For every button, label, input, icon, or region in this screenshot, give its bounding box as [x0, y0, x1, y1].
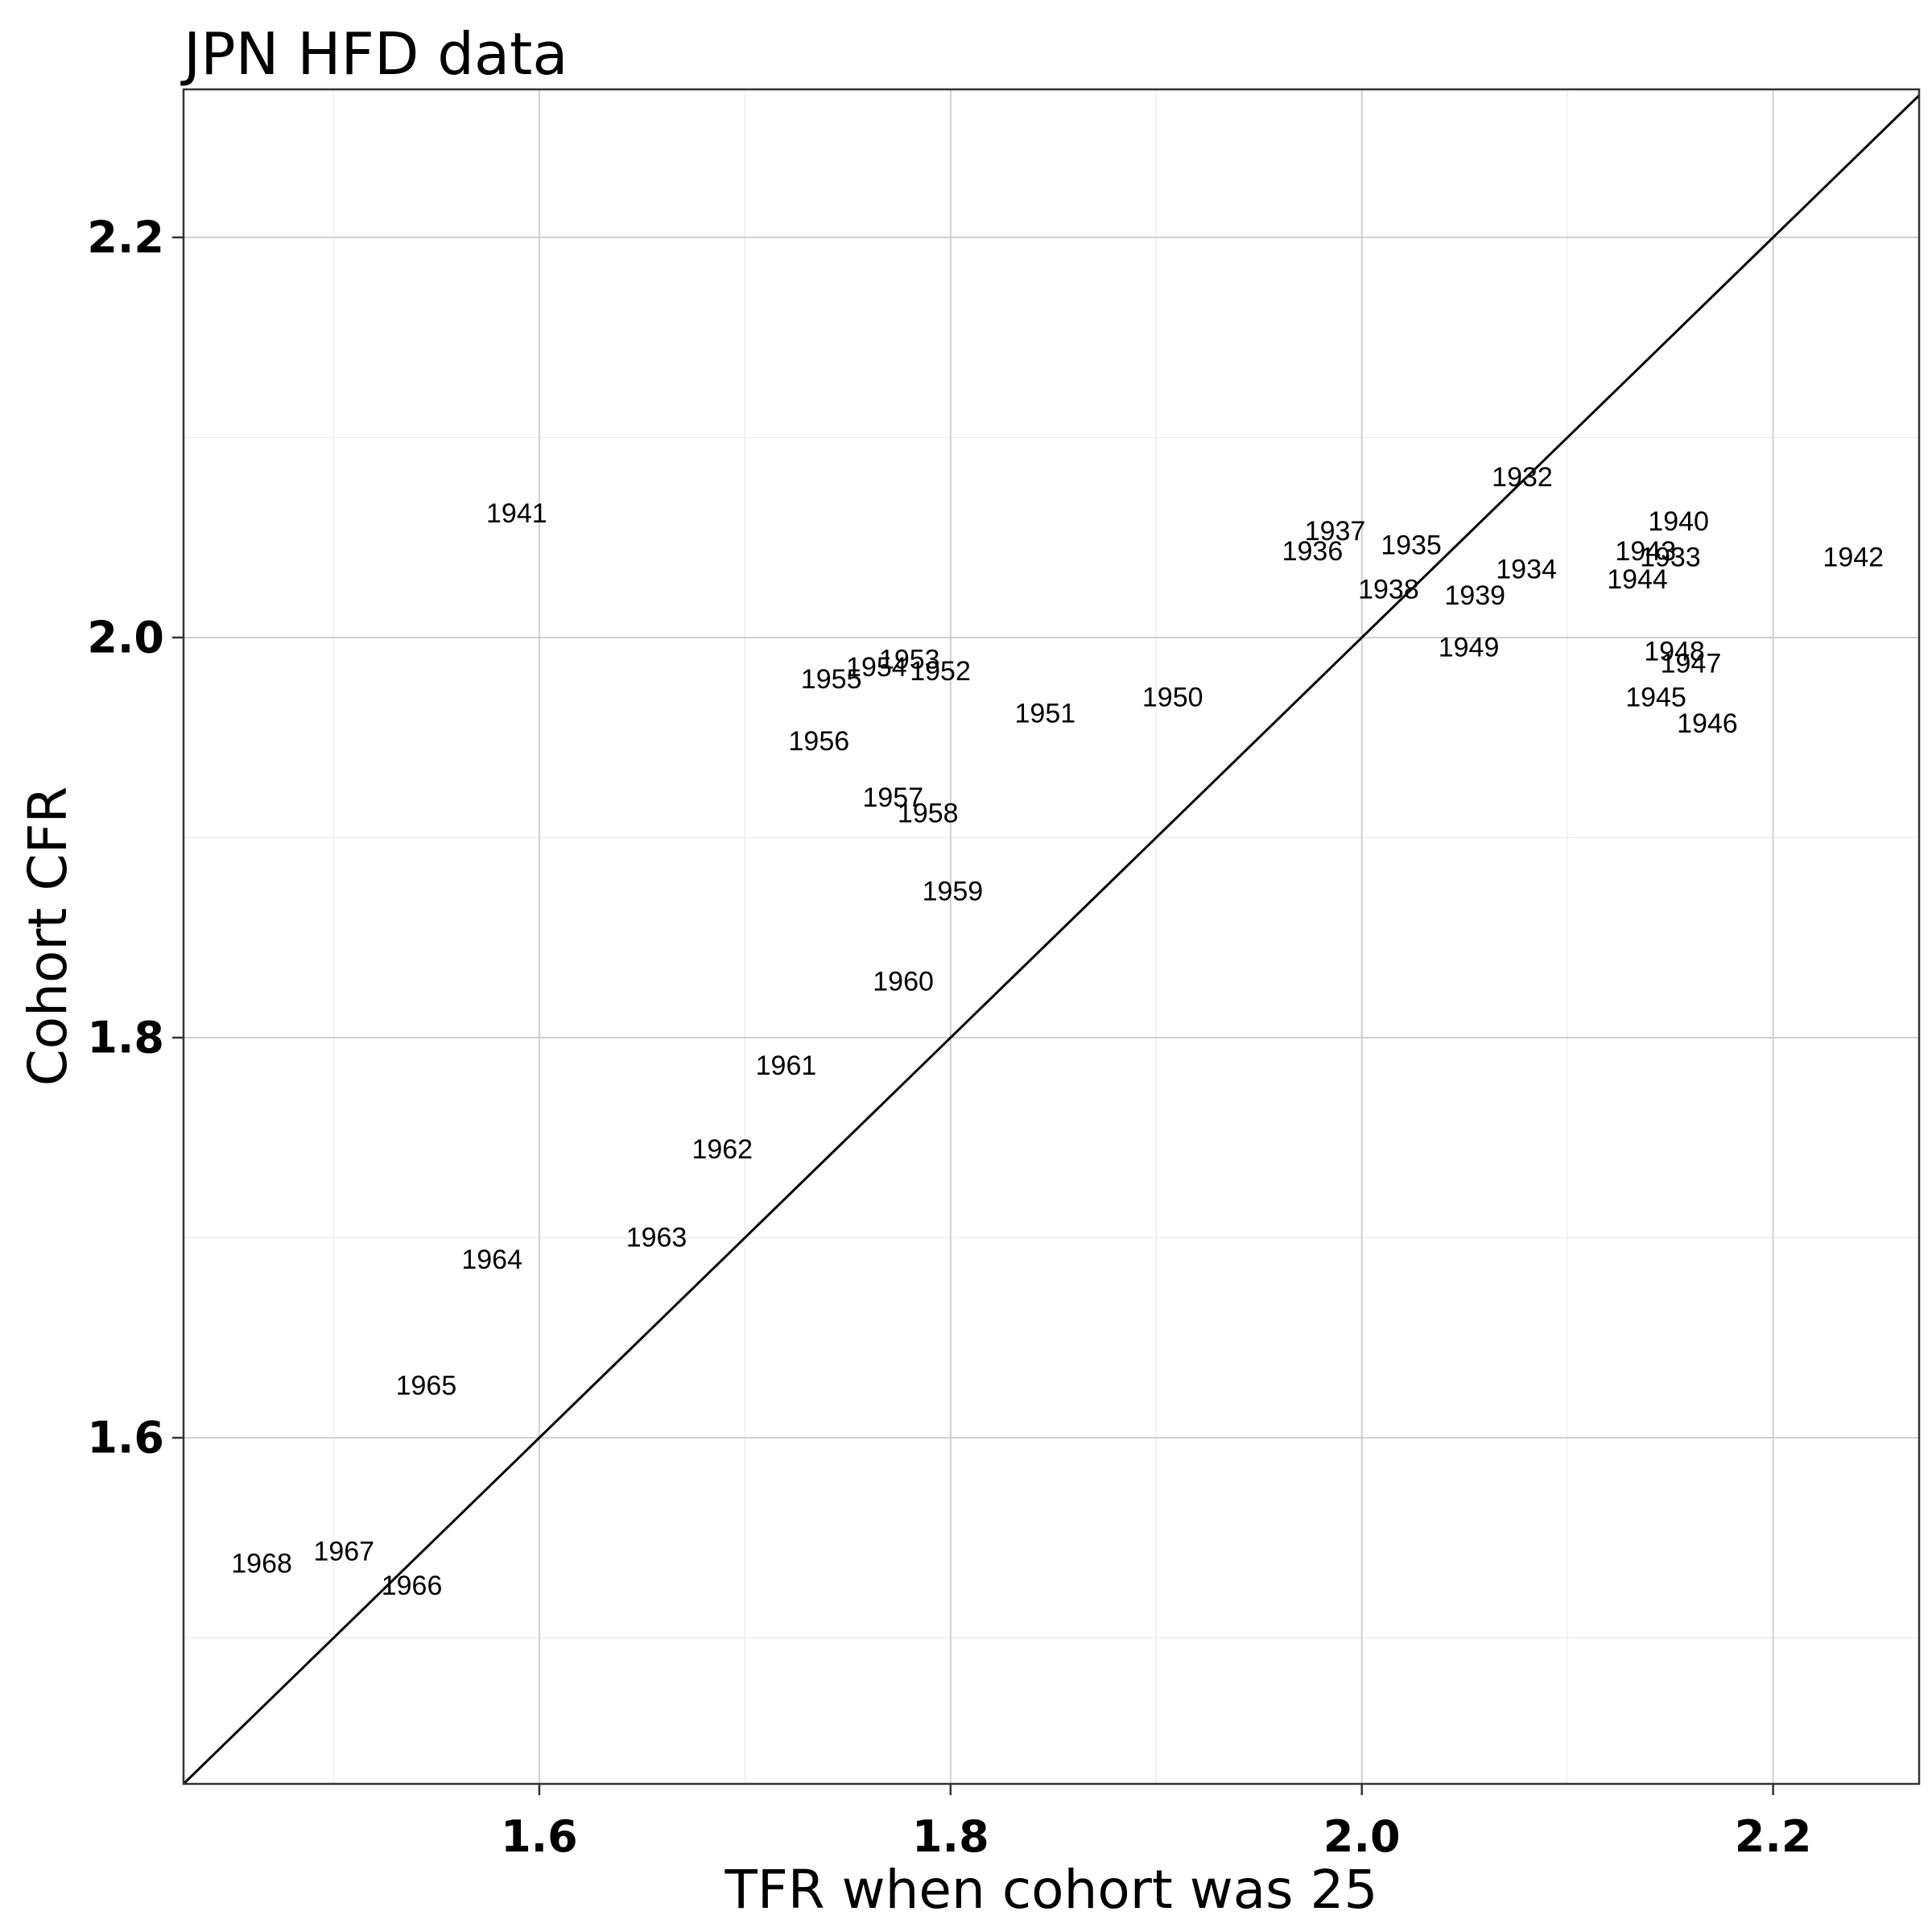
point-label-1965: 1965 — [396, 1370, 457, 1401]
y-tick-label: 1.8 — [87, 1013, 164, 1063]
point-label-1949: 1949 — [1439, 632, 1500, 663]
point-label-1963: 1963 — [626, 1223, 687, 1253]
y-axis-title: Cohort CFR — [17, 786, 79, 1087]
point-label-1937: 1937 — [1305, 516, 1366, 547]
y-tick-label: 2.0 — [87, 612, 164, 663]
point-label-1954: 1954 — [846, 652, 907, 683]
point-label-1948: 1948 — [1644, 636, 1705, 667]
point-label-1940: 1940 — [1648, 506, 1709, 537]
point-label-1942: 1942 — [1823, 543, 1884, 573]
plot-panel-border — [182, 88, 1921, 1785]
point-label-1966: 1966 — [382, 1571, 443, 1601]
point-label-1938: 1938 — [1358, 574, 1419, 605]
point-label-1950: 1950 — [1142, 683, 1203, 713]
point-label-1939: 1939 — [1444, 580, 1505, 611]
reference-line-y-equals-x — [182, 94, 1921, 1785]
point-label-1956: 1956 — [789, 726, 850, 757]
point-label-1964: 1964 — [461, 1245, 522, 1275]
point-label-1953: 1953 — [879, 644, 940, 675]
x-tick-label: 1.6 — [501, 1811, 578, 1862]
point-label-1943: 1943 — [1615, 536, 1676, 567]
point-label-1961: 1961 — [756, 1051, 817, 1081]
y-tick-label: 2.2 — [87, 212, 164, 262]
x-tick-label: 2.2 — [1735, 1811, 1812, 1862]
point-label-1932: 1932 — [1492, 462, 1553, 493]
chart-title: JPN HFD data — [180, 20, 568, 88]
y-axis: 1.6 1.8 2.0 2.2 — [87, 212, 184, 1463]
point-label-1967: 1967 — [313, 1537, 374, 1567]
point-label-1968: 1968 — [231, 1549, 292, 1579]
grid — [184, 89, 1919, 1784]
x-axis-title: TFR when cohort was 25 — [724, 1859, 1378, 1921]
point-label-1936: 1936 — [1282, 536, 1344, 567]
point-label-1934: 1934 — [1496, 554, 1557, 584]
point-label-1955: 1955 — [801, 664, 862, 695]
point-label-1957: 1957 — [862, 782, 923, 813]
point-label-1944: 1944 — [1607, 564, 1668, 595]
point-label-1962: 1962 — [691, 1134, 753, 1165]
point-label-1958: 1958 — [898, 799, 959, 829]
point-label-1945: 1945 — [1625, 683, 1686, 713]
y-tick-label: 1.6 — [87, 1413, 164, 1463]
point-label-1941: 1941 — [486, 498, 547, 529]
point-label-1952: 1952 — [910, 656, 971, 687]
point-label-1951: 1951 — [1015, 698, 1076, 729]
point-label-1960: 1960 — [873, 966, 934, 997]
point-label-1946: 1946 — [1677, 708, 1738, 739]
point-label-1947: 1947 — [1661, 648, 1722, 679]
x-tick-label: 1.8 — [912, 1811, 989, 1862]
point-label-1935: 1935 — [1381, 530, 1442, 561]
point-label-1959: 1959 — [923, 877, 984, 907]
x-axis: 1.6 1.8 2.0 2.2 — [501, 1784, 1811, 1862]
x-tick-label: 2.0 — [1323, 1811, 1401, 1862]
point-label-1933: 1933 — [1640, 543, 1701, 573]
reference-line-group — [182, 94, 1921, 1785]
